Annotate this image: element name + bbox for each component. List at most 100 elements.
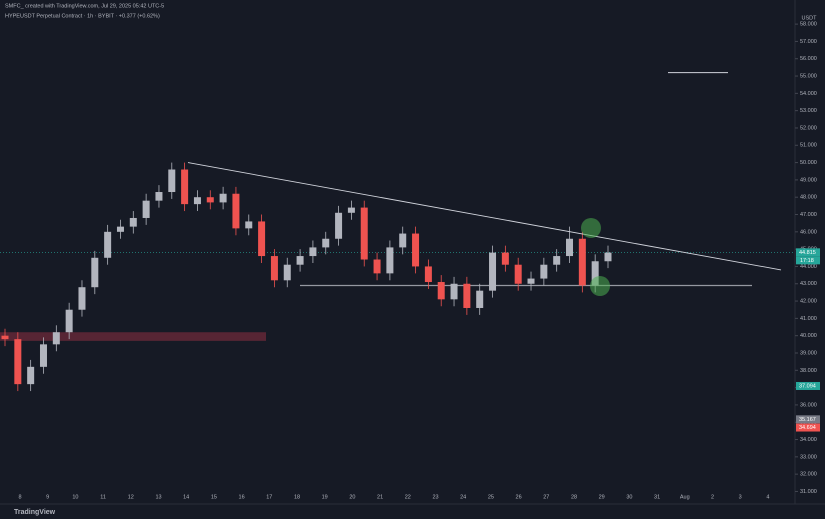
candle-body: [296, 256, 304, 265]
x-tick-label: 31: [654, 494, 660, 500]
candle-body: [245, 221, 253, 229]
candle-body: [283, 264, 291, 281]
candle-body: [450, 283, 458, 300]
candle-body: [527, 278, 535, 284]
x-tick-label: 30: [626, 494, 632, 500]
candle-body: [322, 238, 330, 248]
x-tick-label: 21: [377, 494, 383, 500]
candle-body: [501, 252, 509, 265]
candle-body: [219, 193, 227, 203]
x-tick-label: 9: [46, 494, 49, 500]
y-tick-label: 39.000: [800, 350, 817, 356]
candle-body: [27, 366, 35, 385]
x-tick-label: 22: [405, 494, 411, 500]
price-tag: [796, 381, 820, 390]
y-tick-label: 32.000: [800, 472, 817, 478]
y-tick-label: 40.000: [800, 333, 817, 339]
candle-body: [168, 169, 176, 193]
y-tick-label: 31.000: [800, 489, 817, 495]
trendline: [187, 162, 782, 271]
price-tag: [796, 248, 820, 257]
candle-body: [463, 283, 471, 308]
candle-body: [14, 339, 22, 385]
x-tick-label: Aug: [680, 494, 690, 500]
candle-body: [489, 252, 497, 291]
x-tick-label: 12: [128, 494, 134, 500]
candle-body: [604, 252, 612, 262]
price-tag-label: 35.167: [799, 417, 816, 423]
header: SMFC_ created with TradingView.com, Jul …: [5, 3, 164, 9]
candle-body: [193, 197, 201, 205]
x-tick-label: 13: [155, 494, 161, 500]
x-tick-label: 17: [266, 494, 272, 500]
price-tag-label: 44.815: [799, 250, 816, 256]
price-tag-label: 34.694: [799, 425, 816, 431]
watermark: TradingView: [14, 509, 56, 516]
x-tick-label: 10: [72, 494, 78, 500]
candle-body: [232, 193, 240, 229]
candle-body: [591, 261, 599, 286]
candle-body: [142, 200, 150, 218]
candle-body: [566, 238, 574, 257]
candle-body: [52, 332, 60, 345]
candle-body: [206, 197, 214, 203]
x-tick-label: 23: [432, 494, 438, 500]
price-tag: [796, 423, 820, 432]
x-tick-label: 25: [488, 494, 494, 500]
x-tick-label: 20: [349, 494, 355, 500]
countdown-tag: [796, 256, 820, 265]
x-tick-label: 15: [211, 494, 217, 500]
y-tick-label: 44.000: [800, 264, 817, 270]
candle-body: [270, 256, 278, 281]
x-tick-label: 26: [516, 494, 522, 500]
y-tick-label: 56.000: [800, 56, 817, 62]
x-tick-label: 16: [239, 494, 245, 500]
candle-body: [78, 287, 86, 310]
y-tick-label: 50.000: [800, 160, 817, 166]
candle-body: [258, 221, 266, 257]
candle-body: [578, 238, 586, 286]
y-tick-label: 46.000: [800, 229, 817, 235]
candle-body: [386, 247, 394, 274]
x-tick-label: 27: [543, 494, 549, 500]
y-tick-label: 34.000: [800, 437, 817, 443]
highlight: [581, 218, 601, 238]
candle-body: [514, 264, 522, 284]
candle-body: [399, 233, 407, 248]
candle-body: [309, 247, 317, 257]
candle-body: [39, 344, 47, 367]
candle-body: [116, 226, 124, 232]
x-tick-label: 11: [100, 494, 106, 500]
y-tick-label: 53.000: [800, 108, 817, 114]
y-tick-label: 49.000: [800, 177, 817, 183]
candle-body: [91, 257, 99, 288]
candle-body: [437, 282, 445, 300]
symbol-info: HYPEUSDT Perpetual Contract · 1h · BYBIT…: [5, 13, 160, 19]
candle-body: [335, 212, 343, 239]
candle-body: [347, 207, 355, 213]
price-tag: [796, 415, 820, 424]
y-tick-label: 52.000: [800, 125, 817, 131]
y-tick-label: 47.000: [800, 212, 817, 218]
x-tick-label: 29: [599, 494, 605, 500]
y-tick-label: 51.000: [800, 143, 817, 149]
candle-body: [540, 264, 548, 279]
candle-body: [155, 192, 163, 201]
x-tick-label: 14: [183, 494, 189, 500]
price-tag-label: 37.094: [799, 383, 816, 389]
candle-body: [181, 169, 189, 205]
candle-body: [412, 233, 420, 267]
x-tick-label: 3: [739, 494, 742, 500]
x-tick-label: 18: [294, 494, 300, 500]
highlight: [590, 276, 610, 296]
y-tick-label: 48.000: [800, 195, 817, 201]
y-tick-label: 57.000: [800, 39, 817, 45]
candle-body: [373, 259, 381, 274]
x-tick-label: 2: [711, 494, 714, 500]
y-tick-label: 54.000: [800, 91, 817, 97]
y-tick-label: 33.000: [800, 454, 817, 460]
candle-body: [360, 207, 368, 260]
x-tick-label: 4: [766, 494, 769, 500]
candle-body: [129, 217, 137, 227]
